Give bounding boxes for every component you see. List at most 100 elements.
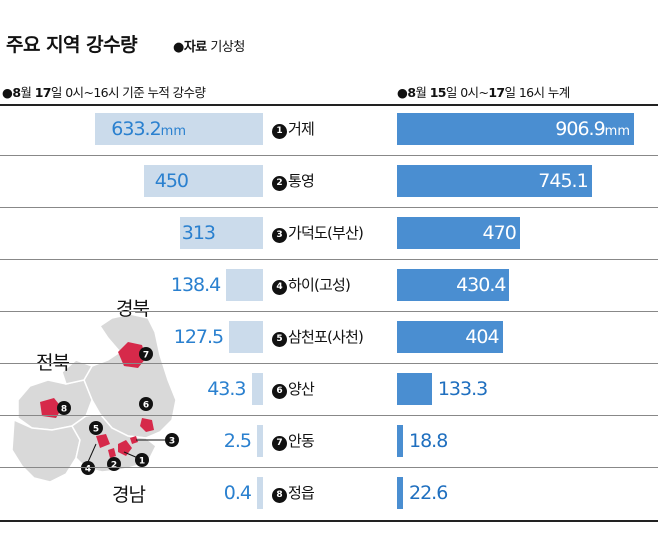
- header-right-month: 8: [407, 85, 416, 100]
- left-value: 450: [68, 165, 189, 197]
- region-jeonbuk: 전북: [36, 352, 70, 374]
- category-name: 거제: [288, 120, 315, 138]
- category-name: 안동: [288, 432, 315, 450]
- left-value: 633.2mm: [66, 113, 186, 145]
- right-bar: [397, 217, 520, 249]
- row-divider: [0, 259, 658, 260]
- right-bar: [397, 477, 403, 509]
- map-marker-gadeokdo: [130, 436, 138, 444]
- right-bar: [397, 269, 510, 301]
- map-jeonnam: [11, 418, 81, 483]
- left-value: 0.4: [131, 477, 252, 509]
- category-label: 2 통영: [272, 165, 315, 197]
- map-num-6: 6: [143, 401, 149, 411]
- left-bar: [229, 321, 263, 353]
- header-left-bullet: ●: [2, 85, 13, 100]
- category-number: 2: [272, 176, 287, 191]
- right-value-text: 470: [482, 222, 517, 244]
- row-divider: [0, 207, 658, 208]
- map-num-8: 8: [61, 405, 67, 415]
- right-value: 133.3: [438, 373, 488, 405]
- source-note: ●자료 기상청: [173, 36, 245, 55]
- left-value: 127.5: [103, 321, 224, 353]
- category-number: 6: [272, 384, 287, 399]
- header-right-month-unit: 월: [415, 85, 427, 100]
- category-label: 4 하이(고성): [272, 269, 351, 301]
- header-left-day-unit: 일: [50, 85, 63, 100]
- left-value-text: 633.2: [111, 118, 161, 140]
- right-value-text: 745.1: [538, 170, 588, 192]
- right-value: 404: [379, 321, 499, 353]
- left-bar: [257, 477, 263, 509]
- map-marker-yangsan: [140, 418, 154, 432]
- map-marker-jeongeup: [40, 398, 62, 418]
- category-name: 통영: [288, 172, 315, 190]
- category-number: 7: [272, 436, 287, 451]
- left-bar: [143, 165, 263, 197]
- header-right-day1: 15: [429, 85, 447, 100]
- header-right-rest: 16시 누계: [518, 85, 570, 100]
- right-value: 470: [396, 217, 517, 249]
- map-num-7-dot: [139, 347, 153, 361]
- map-chungbuk: [61, 359, 94, 385]
- category-number: 5: [272, 332, 287, 347]
- map-num-5: 5: [93, 425, 99, 435]
- map-marker-andong: [118, 342, 146, 368]
- left-value-text: 127.5: [173, 326, 224, 348]
- right-bar: [397, 165, 592, 197]
- map-num-6-dot: [139, 397, 153, 411]
- map-num-2: 2: [111, 461, 117, 471]
- header-left-month: 8: [12, 85, 21, 100]
- row-divider: [0, 363, 658, 364]
- left-value: 138.4: [100, 269, 221, 301]
- category-name: 정읍: [288, 484, 315, 502]
- map-num-8-dot: [57, 401, 71, 415]
- left-bar: [251, 373, 263, 405]
- category-name: 가덕도(부산): [288, 224, 364, 242]
- source-name: 기상청: [210, 40, 245, 55]
- left-value-text: 2.5: [223, 430, 252, 452]
- category-number: 8: [272, 488, 287, 503]
- map-marker-tongyeong: [108, 448, 116, 458]
- left-bar: [226, 269, 263, 301]
- map-marker-samcheonpo: [96, 434, 110, 448]
- header-left-month-unit: 월: [20, 85, 32, 100]
- category-number: 4: [272, 280, 287, 295]
- left-value-text: 43.3: [207, 378, 246, 400]
- chart-title: 주요 지역 강수량: [6, 34, 138, 56]
- top-rule: [0, 104, 658, 106]
- right-value-text: 906.9: [555, 118, 605, 140]
- left-value: 43.3: [126, 373, 246, 405]
- category-label: 3 가덕도(부산): [272, 217, 364, 249]
- category-name: 삼천포(사천): [288, 328, 364, 346]
- right-value-text: 430.4: [456, 274, 506, 296]
- map-num-4: 4: [85, 465, 91, 475]
- right-value: 906.9mm: [510, 113, 630, 145]
- bottom-rule: [0, 520, 658, 522]
- map-marker-numbers: 7 8 6 5 3 4 2 1: [61, 351, 175, 475]
- map-leader-1: [123, 451, 139, 459]
- left-value: 313: [95, 217, 216, 249]
- header-right-day2-unit: 일: [504, 85, 517, 100]
- left-bar: [257, 425, 263, 457]
- category-label: 1 거제: [272, 113, 315, 145]
- map-num-7: 7: [143, 351, 149, 361]
- row-divider: [0, 467, 658, 468]
- right-value: 18.8: [409, 425, 448, 457]
- right-value-text: 18.8: [409, 430, 448, 452]
- map-num-3-dot: [165, 433, 179, 447]
- right-bar: [397, 113, 634, 145]
- category-label: 6 양산: [272, 373, 315, 405]
- source-prefix: ●자료: [173, 40, 207, 55]
- right-bar: [397, 373, 432, 405]
- category-number: 3: [272, 228, 287, 243]
- category-name: 양산: [288, 380, 315, 398]
- right-value: 745.1: [468, 165, 588, 197]
- left-value-text: 313: [181, 222, 216, 244]
- right-bar: [397, 321, 503, 353]
- header-right-day2: 17: [488, 85, 505, 100]
- left-value-text: 138.4: [170, 274, 221, 296]
- left-value-text: 450: [154, 170, 189, 192]
- left-bar: [95, 113, 263, 145]
- category-name: 하이(고성): [288, 276, 351, 294]
